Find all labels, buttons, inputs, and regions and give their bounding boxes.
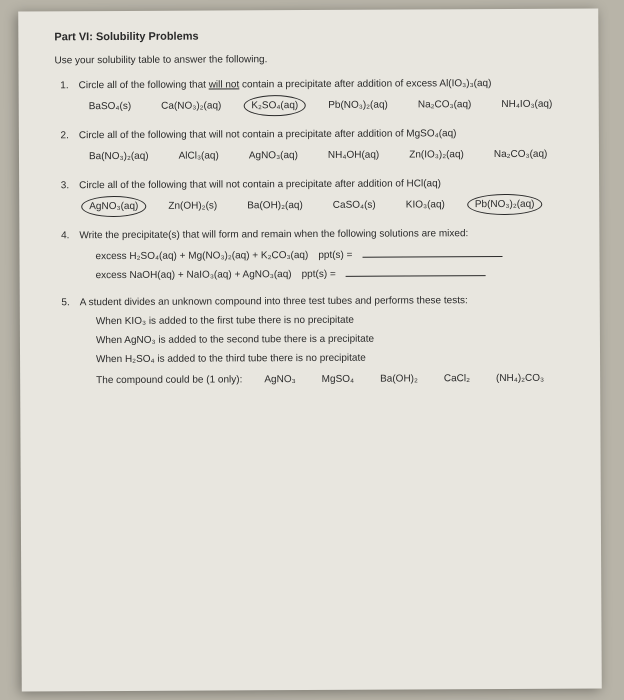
q1-opt-5: Na₂CO₃(aq) [414, 97, 476, 112]
q4-text: Write the precipitate(s) that will form … [79, 228, 571, 242]
q3-opt-3: Ba(OH)₂(aq) [243, 198, 307, 213]
q5-answers: The compound could be (1 only): AgNO₃ Mg… [96, 371, 572, 388]
q5-ans-1: AgNO₃ [260, 372, 299, 387]
q5-ans-2: MgSO₄ [318, 372, 358, 387]
q2-text: Circle all of the following that will no… [79, 128, 571, 142]
q4-line2-eq: ppt(s) = [302, 269, 336, 280]
q4-line-2: excess NaOH(aq) + NaIO₃(aq) + AgNO₃(aq) … [96, 266, 572, 281]
q1-underline: will not [209, 79, 240, 90]
q2-opt-5: Zn(IO₃)₂(aq) [405, 147, 468, 162]
part-title: Part VI: Solubility Problems [54, 29, 570, 44]
question-2: 2. Circle all of the following that will… [55, 128, 571, 165]
q4-line-1: excess H₂SO₄(aq) + Mg(NO₃)₂(aq) + K₂CO₃(… [95, 247, 571, 262]
worksheet-page: Part VI: Solubility Problems Use your so… [18, 8, 602, 691]
question-3: 3. Circle all of the following that will… [55, 178, 571, 215]
q5-tests: When KIO₃ is added to the first tube the… [96, 314, 572, 365]
q1-text: Circle all of the following that will no… [79, 78, 571, 92]
q3-opt-4: CaSO₄(s) [329, 198, 380, 213]
q1-opt-4: Pb(NO₃)₂(aq) [324, 98, 392, 113]
q5-test-1: When KIO₃ is added to the first tube the… [96, 314, 572, 327]
q1-opt-2: Ca(NO₃)₂(aq) [157, 98, 225, 113]
q1-number: 1. [55, 80, 69, 91]
q3-opt-2: Zn(OH)₂(s) [164, 198, 221, 213]
q4-line2-blank[interactable] [346, 266, 486, 277]
q3-opt-1: AgNO₃(aq) [85, 199, 142, 214]
q1-opt-3: K₂SO₄(aq) [247, 98, 302, 113]
intro-text: Use your solubility table to answer the … [54, 53, 570, 67]
q4-line1-blank[interactable] [362, 247, 502, 258]
q1-post: contain a precipitate after addition of … [239, 78, 491, 90]
q4-line1-lhs: excess H₂SO₄(aq) + Mg(NO₃)₂(aq) + K₂CO₃(… [95, 250, 308, 262]
q3-text: Circle all of the following that will no… [79, 178, 571, 192]
q5-answer-label: The compound could be (1 only): [96, 374, 242, 386]
q5-ans-4: CaCl₂ [440, 371, 474, 386]
q1-pre: Circle all of the following that [79, 80, 209, 92]
q5-number: 5. [56, 297, 70, 308]
question-4: 4. Write the precipitate(s) that will fo… [55, 228, 571, 282]
q5-text: A student divides an unknown compound in… [80, 295, 572, 309]
q2-opt-1: Ba(NO₃)₂(aq) [85, 149, 153, 164]
q2-number: 2. [55, 130, 69, 141]
q3-opt-5: KIO₃(aq) [402, 197, 449, 212]
q3-options: AgNO₃(aq) Zn(OH)₂(s) Ba(OH)₂(aq) CaSO₄(s… [85, 197, 571, 215]
q4-line1-eq: ppt(s) = [318, 250, 352, 261]
q2-opt-3: AgNO₃(aq) [245, 148, 302, 163]
q3-opt-6: Pb(NO₃)₂(aq) [471, 197, 539, 212]
q5-test-2: When AgNO₃ is added to the second tube t… [96, 333, 572, 346]
q1-opt-1: BaSO₄(s) [85, 99, 135, 114]
q2-options: Ba(NO₃)₂(aq) AlCl₃(aq) AgNO₃(aq) NH₄OH(a… [85, 147, 571, 165]
q5-test-3: When H₂SO₄ is added to the third tube th… [96, 352, 572, 365]
q2-opt-6: Na₂CO₃(aq) [490, 147, 552, 162]
q3-number: 3. [55, 180, 69, 191]
q1-options: BaSO₄(s) Ca(NO₃)₂(aq) K₂SO₄(aq) Pb(NO₃)₂… [85, 97, 571, 115]
q4-number: 4. [55, 230, 69, 241]
q1-opt-6: NH₄IO₃(aq) [497, 97, 556, 112]
q2-opt-2: AlCl₃(aq) [175, 148, 223, 163]
question-1: 1. Circle all of the following that will… [55, 78, 571, 115]
q2-opt-4: NH₄OH(aq) [324, 148, 383, 163]
q5-ans-3: Ba(OH)₂ [376, 371, 422, 386]
q5-ans-5: (NH₄)₂CO₃ [492, 371, 548, 386]
q4-line2-lhs: excess NaOH(aq) + NaIO₃(aq) + AgNO₃(aq) [96, 269, 292, 281]
question-5: 5. A student divides an unknown compound… [56, 295, 572, 389]
